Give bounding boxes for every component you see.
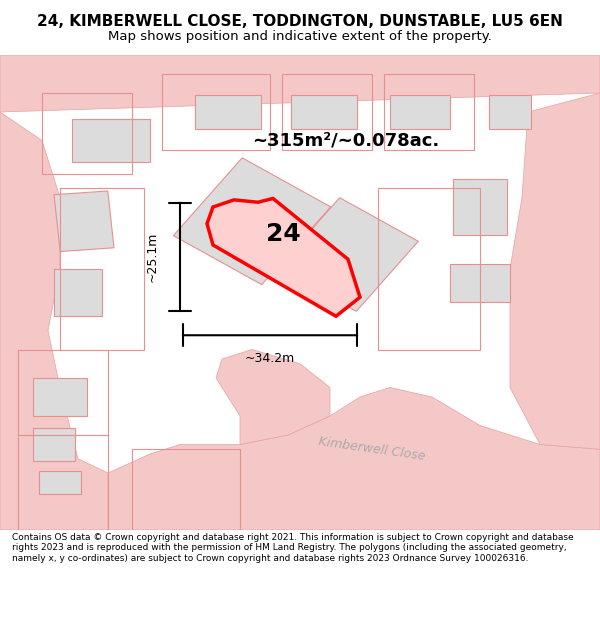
Text: Contains OS data © Crown copyright and database right 2021. This information is : Contains OS data © Crown copyright and d…	[12, 533, 574, 562]
Text: ~25.1m: ~25.1m	[146, 232, 159, 282]
Text: Map shows position and indicative extent of the property.: Map shows position and indicative extent…	[108, 30, 492, 43]
Polygon shape	[291, 96, 357, 129]
Polygon shape	[54, 191, 114, 251]
Polygon shape	[207, 199, 360, 316]
Polygon shape	[33, 428, 75, 461]
Polygon shape	[0, 55, 600, 112]
Text: Kimberwell Close: Kimberwell Close	[318, 436, 426, 463]
Polygon shape	[72, 119, 150, 162]
Polygon shape	[489, 96, 531, 129]
Polygon shape	[278, 198, 418, 311]
Polygon shape	[39, 471, 81, 494]
Polygon shape	[216, 349, 330, 444]
Polygon shape	[390, 96, 450, 129]
Text: 24: 24	[266, 222, 301, 246]
Polygon shape	[54, 269, 102, 316]
Text: ~315m²/~0.078ac.: ~315m²/~0.078ac.	[252, 131, 439, 149]
Polygon shape	[173, 158, 331, 284]
Polygon shape	[33, 378, 87, 416]
Text: ~34.2m: ~34.2m	[245, 352, 295, 365]
Text: 24, KIMBERWELL CLOSE, TODDINGTON, DUNSTABLE, LU5 6EN: 24, KIMBERWELL CLOSE, TODDINGTON, DUNSTA…	[37, 14, 563, 29]
Polygon shape	[450, 264, 510, 302]
Polygon shape	[108, 388, 600, 530]
Polygon shape	[0, 112, 108, 530]
Polygon shape	[453, 179, 507, 236]
Polygon shape	[195, 96, 261, 129]
Polygon shape	[510, 93, 600, 449]
